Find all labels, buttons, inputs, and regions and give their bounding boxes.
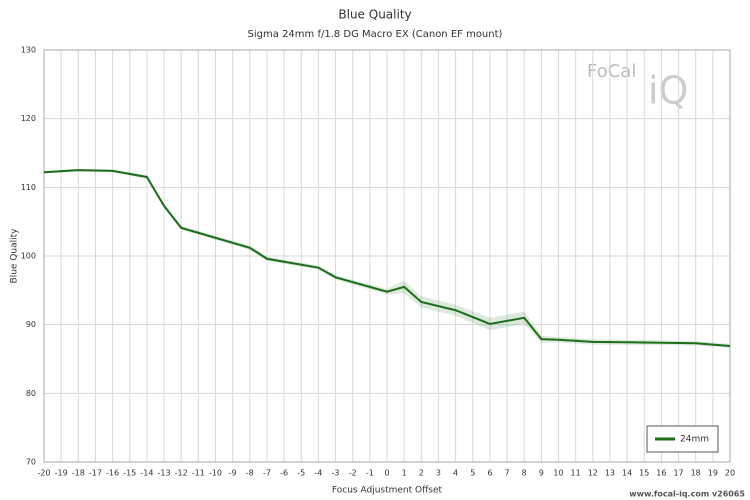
- x-tick-label: 16: [656, 469, 666, 478]
- x-tick-label: 10: [553, 469, 563, 478]
- x-tick-label: 14: [622, 469, 632, 478]
- x-tick-label: 3: [436, 469, 441, 478]
- x-tick-label: -12: [175, 469, 188, 478]
- x-tick-label: 19: [708, 469, 718, 478]
- x-tick-label: -14: [140, 469, 153, 478]
- chart-title: Blue Quality: [338, 8, 411, 22]
- x-tick-label: -6: [280, 469, 288, 478]
- y-tick-label: 120: [21, 114, 36, 123]
- x-tick-label: -18: [72, 469, 85, 478]
- y-axis-label: Blue Quality: [10, 228, 20, 284]
- x-tick-label: -9: [229, 469, 237, 478]
- x-tick-label: -4: [314, 469, 322, 478]
- x-tick-label: -10: [209, 469, 222, 478]
- x-tick-label: 12: [588, 469, 598, 478]
- y-tick-label: 80: [26, 389, 36, 398]
- x-tick-label: -19: [55, 469, 68, 478]
- x-tick-label: 2: [419, 469, 424, 478]
- x-tick-label: -13: [158, 469, 171, 478]
- x-tick-label: 17: [673, 469, 683, 478]
- x-tick-label: 20: [725, 469, 735, 478]
- x-tick-label: -20: [37, 469, 50, 478]
- logo-mark: iQ: [648, 69, 688, 113]
- x-tick-label: 0: [384, 469, 389, 478]
- x-tick-label: 6: [487, 469, 492, 478]
- y-tick-label: 90: [26, 320, 36, 329]
- x-tick-label: 1: [402, 469, 407, 478]
- x-tick-label: -2: [349, 469, 357, 478]
- x-tick-label: -8: [246, 469, 254, 478]
- y-tick-label: 70: [26, 458, 36, 467]
- x-tick-label: 11: [571, 469, 581, 478]
- x-tick-label: -3: [332, 469, 340, 478]
- x-tick-label: -11: [192, 469, 205, 478]
- x-tick-label: -15: [123, 469, 136, 478]
- x-tick-label: -7: [263, 469, 271, 478]
- x-tick-label: 5: [470, 469, 475, 478]
- x-tick-label: 4: [453, 469, 458, 478]
- x-tick-label: 15: [639, 469, 649, 478]
- chart-subtitle: Sigma 24mm f/1.8 DG Macro EX (Canon EF m…: [248, 29, 503, 40]
- y-tick-label: 100: [21, 252, 36, 261]
- x-tick-label: 7: [505, 469, 510, 478]
- legend-label: 24mm: [680, 435, 709, 445]
- y-tick-label: 110: [21, 183, 36, 192]
- x-tick-label: 13: [605, 469, 615, 478]
- logo-text: FoCal: [587, 61, 636, 82]
- x-tick-label: -16: [106, 469, 119, 478]
- x-tick-label: -1: [366, 469, 374, 478]
- y-tick-label: 130: [21, 46, 36, 55]
- x-tick-label: 9: [539, 469, 544, 478]
- x-tick-label: -5: [297, 469, 305, 478]
- data-line: [43, 169, 731, 347]
- x-tick-label: 18: [691, 469, 701, 478]
- x-tick-label: 8: [522, 469, 527, 478]
- x-axis-label: Focus Adjustment Offset: [332, 486, 443, 496]
- plot-border: [43, 49, 731, 463]
- footer: www.focal-iq.com v26065: [629, 490, 745, 499]
- x-tick-label: -17: [89, 469, 102, 478]
